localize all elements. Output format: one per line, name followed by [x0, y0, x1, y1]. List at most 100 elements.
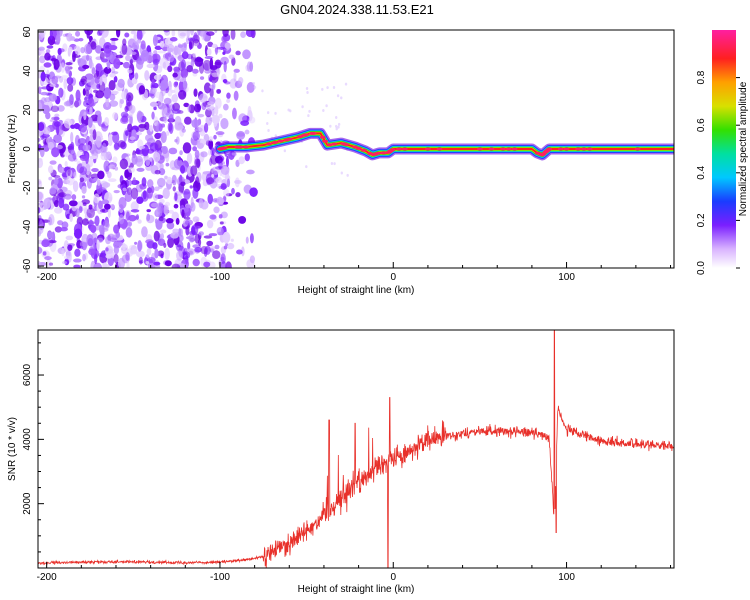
spectrogram-cell: [216, 88, 222, 94]
spectrogram-cell: [113, 253, 119, 264]
spectrogram-cell: [146, 187, 154, 199]
spectrogram-cell: [183, 216, 191, 220]
spectrogram-cell: [219, 221, 224, 225]
spectrogram-cell: [206, 48, 212, 56]
spectrogram-cell: [107, 208, 111, 218]
spectrogram-cell: [164, 260, 172, 267]
spectrogram-peak: [436, 147, 443, 151]
spectrogram-cell: [54, 75, 62, 79]
spectrogram-cell: [226, 178, 231, 188]
spectrogram-cell: [82, 88, 86, 96]
y-tick-label: 0: [22, 146, 33, 152]
spectrogram-cell: [249, 61, 254, 72]
spectrogram-cell: [81, 159, 86, 168]
spectrogram-cell: [136, 30, 143, 42]
spectrogram-cell: [135, 214, 140, 220]
spectrogram-cell: [153, 58, 160, 65]
spectrogram-y-ticks: -60 -40 -20 0 20 40 60: [22, 26, 44, 273]
spectrogram-cell: [102, 262, 108, 268]
spectrogram-cell: [125, 130, 129, 137]
spectrogram-cell: [58, 87, 64, 98]
spectrogram-cell: [153, 193, 159, 202]
spectrogram-cell: [145, 214, 155, 224]
spectrogram-cell: [120, 116, 129, 125]
spectrogram-cell: [129, 105, 136, 114]
spectrogram-cell: [105, 151, 112, 160]
spectrogram-cell: [57, 220, 64, 226]
spectrogram-cell: [141, 226, 148, 238]
spectrogram-cell: [223, 188, 230, 198]
spectrogram-cell: [90, 62, 94, 70]
spectrogram-cell: [80, 46, 86, 54]
spectrogram-cell: [235, 192, 241, 198]
spectrogram-cell: [144, 121, 150, 131]
spectrogram-cell: [101, 199, 110, 205]
spectrogram-cell: [184, 204, 192, 215]
spectrogram-cell: [289, 109, 292, 113]
spectrogram-cell: [125, 54, 132, 62]
spectrogram-cell: [38, 207, 41, 214]
spectrogram-cell: [167, 65, 173, 73]
spectrogram-cell: [137, 240, 143, 252]
spectrogram-cell: [113, 246, 120, 255]
spectrogram-cell: [85, 54, 90, 62]
spectrogram-cell: [106, 61, 111, 70]
spectrogram-cell: [146, 209, 151, 213]
y-tick-label: 40: [22, 65, 33, 77]
spectrogram-cell: [274, 134, 277, 138]
spectrogram-cell: [139, 145, 146, 149]
spectrogram-cell: [49, 187, 57, 195]
spectrogram-cell: [114, 142, 120, 150]
spectrogram-cell: [183, 116, 192, 125]
spectrogram-cell: [154, 186, 160, 192]
spectrogram-peak: [266, 142, 273, 146]
spectrogram-cell: [66, 77, 74, 85]
spectrogram-peak: [389, 148, 396, 152]
spectrogram-cell: [225, 243, 229, 247]
spectrogram-cell: [57, 47, 62, 56]
spectrogram-cell: [68, 200, 78, 207]
spectrogram-cell: [205, 115, 213, 126]
spectrogram-cell: [77, 58, 81, 64]
spectrogram-cell: [82, 218, 89, 226]
spectrogram-cell: [206, 219, 214, 229]
spectrogram-cell: [252, 82, 256, 86]
spectrogram-cell: [66, 34, 73, 42]
spectrogram-cell: [163, 242, 167, 248]
y-tick-label: 2000: [22, 492, 33, 515]
spectrogram-cell: [212, 250, 221, 260]
spectrogram-cell: [62, 203, 70, 211]
spectrogram-cell: [211, 43, 218, 49]
spectrogram-cell: [53, 121, 61, 127]
spectrogram-cell: [134, 241, 138, 245]
spectrogram-cell: [238, 215, 247, 224]
spectrogram-cell: [63, 78, 68, 90]
spectrogram-cell: [146, 247, 152, 256]
spectrogram-cell: [158, 167, 166, 176]
spectrogram-cell: [154, 248, 159, 259]
spectrogram-cell: [246, 169, 255, 175]
spectrogram-cell: [116, 30, 121, 38]
colorbar-gradient: [712, 30, 736, 268]
spectrogram-cell: [49, 30, 54, 40]
spectrogram-cell: [39, 146, 45, 158]
spectrogram-cell: [336, 94, 340, 98]
spectrogram-peak: [505, 147, 512, 151]
spectrogram-cell: [127, 123, 133, 133]
spectrogram-cell: [122, 242, 126, 251]
spectrogram-cell: [68, 46, 73, 53]
spectrogram-peak: [237, 145, 244, 149]
spectrogram-cell: [157, 50, 166, 54]
spectrogram-cell: [223, 245, 228, 250]
spectrogram-cell: [196, 158, 201, 169]
spectrogram-cell: [114, 241, 123, 247]
spectrogram-cell: [90, 114, 99, 122]
spectrogram-cell: [190, 224, 199, 235]
spectrogram-cell: [128, 214, 137, 222]
spectrogram-cell: [99, 51, 105, 61]
spectrogram-cell: [128, 179, 132, 186]
spectrogram-cell: [86, 207, 96, 219]
spectrogram-cell: [172, 72, 178, 78]
spectrogram-cell: [77, 137, 87, 145]
spectrogram-cell: [158, 216, 164, 222]
